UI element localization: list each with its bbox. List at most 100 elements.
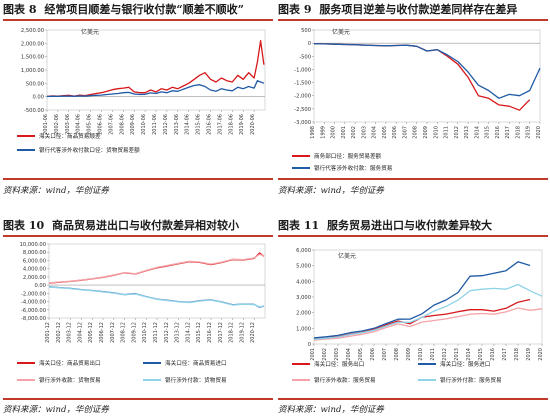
line-chart-fig10: 10,000.00 8,000.00 6,000.00 4,000.00 2,000.0… bbox=[17, 242, 266, 384]
unit-label: 亿美元 bbox=[332, 28, 350, 36]
y-tick-label: 6,000 bbox=[296, 248, 311, 254]
line-chart-fig9: 5000-500-1,000-1,500-2,000-2,500-3,00019… bbox=[292, 28, 542, 172]
bottom-rule bbox=[278, 178, 548, 180]
chart-panel-fig10: 图表 10 商品贸易进出口与收付款差异相对较小 10,000.00 8,000.0… bbox=[3, 218, 273, 415]
x-tick-label: 2018-12 bbox=[229, 322, 235, 343]
y-tick-label: 0.00 bbox=[34, 283, 46, 289]
source-note: 资料来源：wind，华创证券 bbox=[3, 405, 109, 415]
bottom-rule bbox=[278, 398, 548, 400]
x-tick-label: 2003-06 bbox=[65, 114, 71, 135]
x-tick-label: 1999 bbox=[320, 126, 326, 139]
x-tick-label: 2013-06 bbox=[174, 114, 180, 135]
y-tick-label: 4,000 bbox=[296, 279, 311, 285]
x-tick-label: 2001-06 bbox=[43, 114, 49, 135]
x-tick-label: 2014 bbox=[474, 126, 480, 139]
x-tick-label: 2004-12 bbox=[77, 322, 83, 343]
x-tick-label: 2010 bbox=[433, 126, 439, 139]
x-tick-label: 2011 bbox=[430, 348, 436, 361]
chart-title: 图表 10 商品贸易进出口与收付款差异相对较小 bbox=[3, 218, 273, 236]
x-tick-label: 2006-12 bbox=[99, 322, 105, 343]
x-tick-label: 2020 bbox=[538, 348, 544, 361]
x-tick-label: 2014 bbox=[466, 348, 472, 361]
legend-label: 银行涉外付款：服务贸易 bbox=[440, 376, 502, 384]
series-line-3 bbox=[313, 307, 543, 341]
y-tick-label: -1,000 bbox=[294, 67, 311, 73]
y-tick-label: 1,500.00 bbox=[21, 55, 44, 61]
y-tick-label: 2,000.00 bbox=[23, 275, 46, 281]
x-tick-label: 2015-12 bbox=[196, 322, 202, 343]
y-tick-label: 4,000.00 bbox=[23, 267, 46, 273]
x-tick-label: 2008 bbox=[413, 126, 419, 139]
y-tick-label: -6,000.00 bbox=[21, 308, 46, 314]
chart-title-text: 商品贸易进出口与收付款差异相对较小 bbox=[51, 219, 239, 232]
x-tick-label: 2006 bbox=[370, 348, 376, 361]
x-tick-label: 2019 bbox=[526, 126, 532, 139]
figure-label: 图表 10 bbox=[3, 219, 45, 232]
x-tick-label: 2010 bbox=[418, 348, 424, 361]
line-chart-fig8: 2,500.00 2,000.00 1,500.00 1,000.00 500.00 0.… bbox=[17, 28, 266, 154]
x-tick-label: 2013 bbox=[454, 348, 460, 361]
legend-label: 商务部口径：服务贸易差额 bbox=[314, 152, 382, 160]
series-line-4 bbox=[48, 286, 264, 308]
x-tick-label: 2014-06 bbox=[185, 114, 191, 135]
x-tick-label: 2017 bbox=[502, 348, 508, 361]
legend-label: 海关口径：商品贸易进口 bbox=[165, 359, 227, 367]
x-tick-label: 2015-06 bbox=[196, 114, 202, 135]
y-tick-label: 5,000 bbox=[296, 264, 311, 270]
y-tick-label: -500 bbox=[299, 54, 311, 60]
chart-panel-fig11: 图表 11 服务贸易进出口与收付款差异较大 6,000 5,000 4,000 3,0… bbox=[278, 218, 548, 415]
x-tick-label: 2009-06 bbox=[130, 114, 136, 135]
y-tick-label: 2,000 bbox=[296, 311, 311, 317]
legend-label: 银行涉外收款：货物贸易 bbox=[39, 376, 101, 384]
x-tick-label: 2018 bbox=[515, 126, 521, 139]
x-tick-label: 2005 bbox=[358, 348, 364, 361]
x-tick-label: 2002 bbox=[322, 348, 328, 361]
chart-title: 图表 11 服务贸易进出口与收付款差异较大 bbox=[278, 218, 548, 236]
x-tick-label: 2012-12 bbox=[164, 322, 170, 343]
x-tick-label: 2005-12 bbox=[88, 322, 94, 343]
plot-area bbox=[313, 29, 541, 123]
x-tick-label: 2007 bbox=[382, 348, 388, 361]
title-rule bbox=[278, 235, 548, 237]
y-tick-label: 0 bbox=[308, 342, 311, 348]
x-tick-label: 2019 bbox=[526, 348, 532, 361]
x-tick-label: 2010-12 bbox=[142, 322, 148, 343]
bottom-rule bbox=[3, 398, 273, 400]
x-tick-label: 2002-12 bbox=[56, 322, 62, 343]
x-tick-label: 2020-06 bbox=[250, 114, 256, 135]
x-tick-label: 2019-06 bbox=[239, 114, 245, 135]
source-note: 资料来源：wind，华创证券 bbox=[278, 405, 384, 415]
x-tick-label: 2015 bbox=[485, 126, 491, 139]
plot-area bbox=[313, 249, 543, 345]
legend-label: 银行代客涉外收付款口径：货物贸易差额 bbox=[39, 146, 140, 154]
x-tick-label: 2007-06 bbox=[108, 114, 114, 135]
x-tick-label: 2009 bbox=[423, 126, 429, 139]
y-tick-label: 10,000.00 bbox=[20, 242, 46, 248]
y-tick-label: -2,000.00 bbox=[21, 291, 46, 297]
source-note: 资料来源：wind，华创证券 bbox=[278, 186, 384, 196]
figure-label: 图表 8 bbox=[3, 3, 37, 16]
x-tick-label: 2008-06 bbox=[119, 114, 125, 135]
chart-title: 图表 9 服务项目逆差与收付款逆差同样存在差异 bbox=[278, 2, 548, 20]
bottom-rule bbox=[3, 178, 273, 180]
x-tick-label: 2017-06 bbox=[217, 114, 223, 135]
figure-label: 图表 11 bbox=[278, 219, 320, 232]
x-tick-label: 2007-12 bbox=[110, 322, 116, 343]
y-tick-label: 0.00 bbox=[32, 95, 44, 101]
y-tick-label: 3,000 bbox=[296, 295, 311, 301]
x-tick-label: 2002 bbox=[351, 126, 357, 139]
x-tick-label: 2020 bbox=[536, 126, 542, 139]
x-tick-label: 2007 bbox=[402, 126, 408, 139]
x-tick-label: 2001 bbox=[310, 348, 316, 361]
series-line-2 bbox=[313, 43, 541, 99]
y-tick-label: 1,000 bbox=[296, 326, 311, 332]
x-tick-label: 2015 bbox=[478, 348, 484, 361]
series-line-1 bbox=[46, 40, 265, 98]
x-tick-label: 2006-06 bbox=[98, 114, 104, 135]
x-tick-label: 2017-12 bbox=[218, 322, 224, 343]
x-tick-label: 2005 bbox=[382, 126, 388, 139]
legend-label: 海关口径：服务出口 bbox=[314, 360, 364, 368]
x-tick-label: 2009 bbox=[406, 348, 412, 361]
x-tick-label: 2005-06 bbox=[87, 114, 93, 135]
